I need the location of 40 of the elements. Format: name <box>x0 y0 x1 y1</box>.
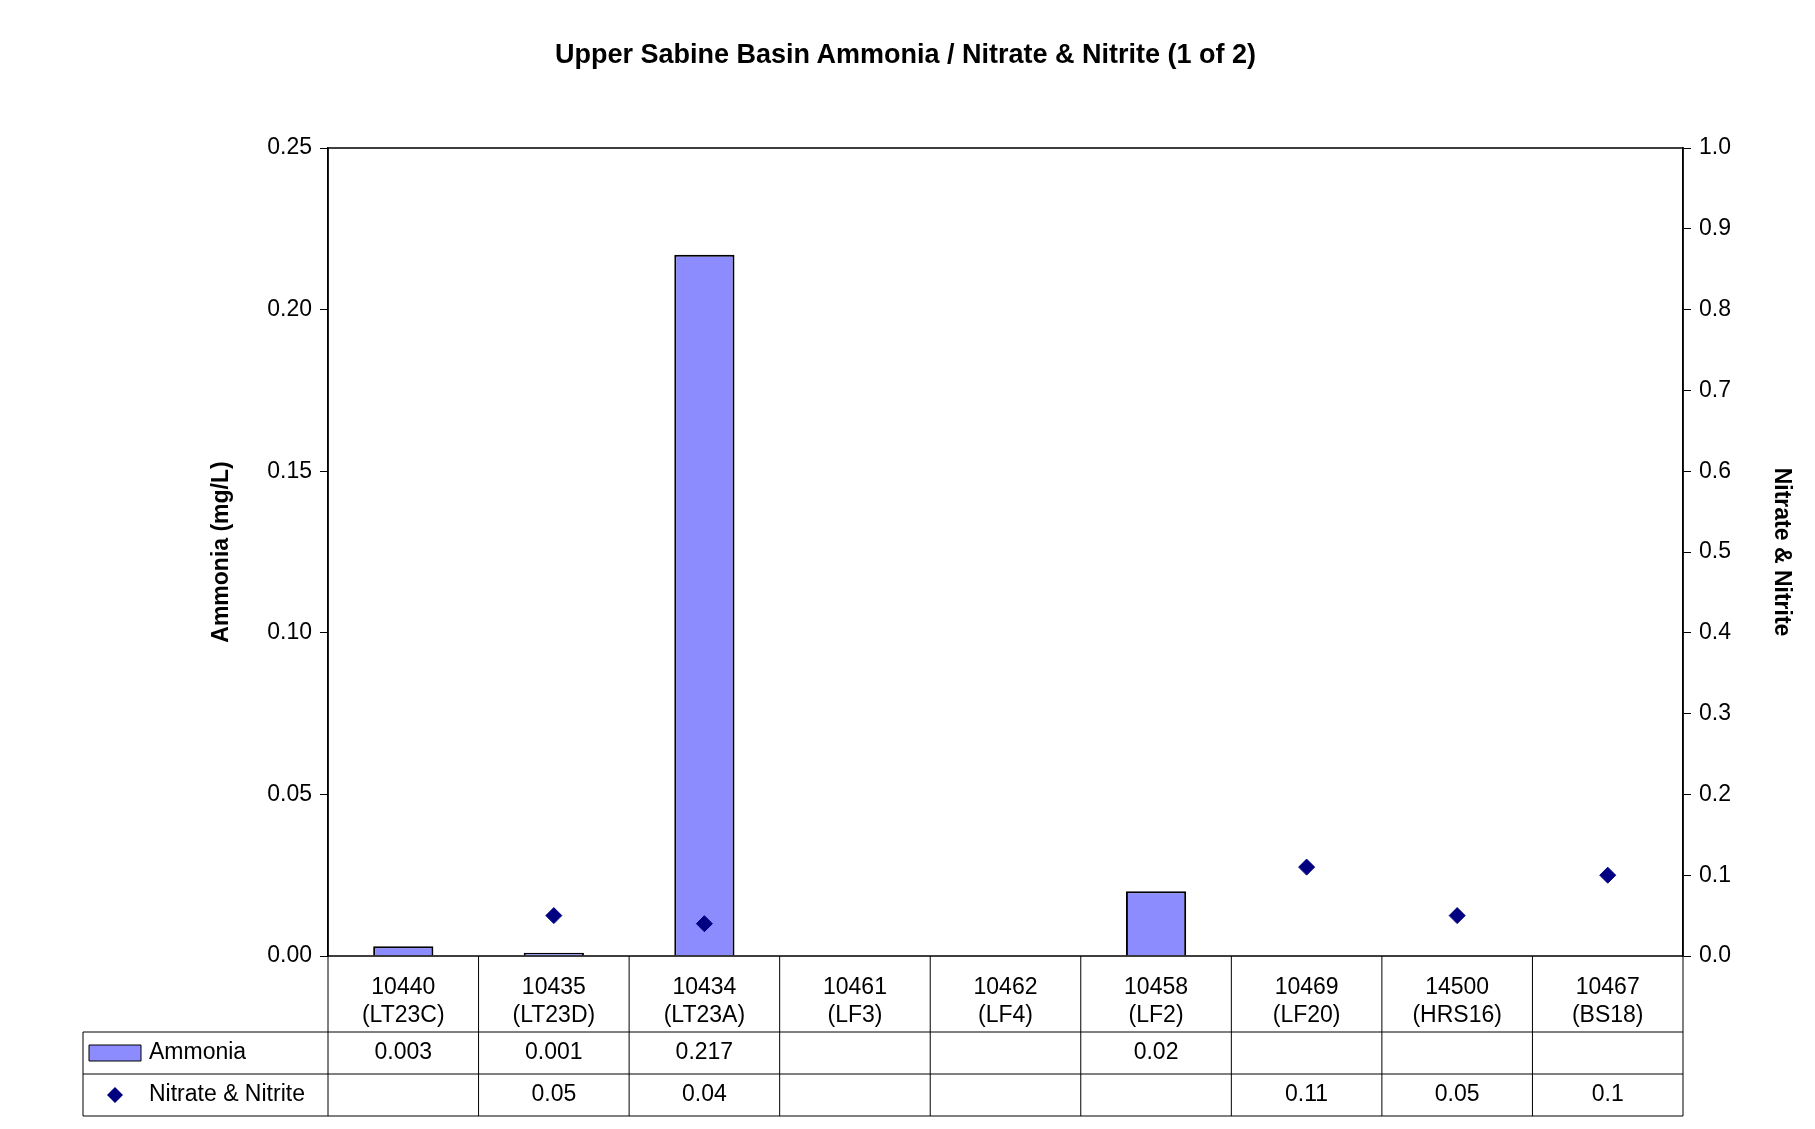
y2-axis-title: Nitrate & Nitrite <box>1769 467 1796 637</box>
y2-tick-label: 0.0 <box>1699 941 1731 968</box>
data-label: 0.003 <box>374 1038 433 1065</box>
y2-tick-label: 0.9 <box>1699 214 1731 241</box>
y-tick-label: 0.25 <box>267 133 312 160</box>
legend-label: Nitrate & Nitrite <box>149 1080 305 1107</box>
data-label: 0.1 <box>1591 1080 1624 1107</box>
data-label: 0.001 <box>525 1038 583 1065</box>
legend-label: Ammonia <box>149 1038 247 1065</box>
y2-tick-label: 0.4 <box>1699 618 1732 645</box>
y-axis-title: Ammonia (mg/L) <box>207 461 234 643</box>
y2-tick-label: 0.5 <box>1699 537 1731 564</box>
data-label: 0.217 <box>675 1038 734 1065</box>
x-tick-label: 10462 (LF4) <box>973 973 1038 1027</box>
data-label: 0.05 <box>531 1080 577 1107</box>
x-tick-label: 10435 (LT23D) <box>512 973 596 1027</box>
y2-tick-label: 0.1 <box>1699 860 1731 887</box>
y2-tick-label: 0.2 <box>1699 779 1731 806</box>
y2-tick-label: 1.0 <box>1699 133 1731 160</box>
chart-title: Upper Sabine Basin Ammonia / Nitrate & Nitrite (1 of 2) <box>554 39 1257 70</box>
y-tick-label: 0.15 <box>267 456 312 483</box>
x-tick-label: 14500 (HRS16) <box>1412 973 1502 1027</box>
x-tick-label: 10458 (LF2) <box>1124 973 1189 1027</box>
y2-tick-label: 0.8 <box>1699 294 1731 321</box>
y-tick-label: 0.05 <box>267 779 312 806</box>
x-tick-label: 10469 (LF20) <box>1272 973 1341 1027</box>
x-tick-label: 10434 (LT23A) <box>663 973 746 1027</box>
data-label: 0.02 <box>1133 1038 1179 1065</box>
y-tick-label: 0.10 <box>267 618 312 645</box>
x-tick-label: 10467 (BS18) <box>1571 973 1644 1027</box>
data-label: 0.11 <box>1285 1080 1329 1107</box>
y2-tick-label: 0.7 <box>1699 375 1731 402</box>
x-tick-label: 10461 (LF3) <box>822 973 887 1027</box>
x-tick-label: 10440 (LT23C) <box>361 973 445 1027</box>
y-tick-label: 0.00 <box>267 941 312 968</box>
data-label: 0.04 <box>682 1080 727 1107</box>
data-label: 0.05 <box>1434 1080 1480 1107</box>
y-tick-label: 0.20 <box>267 294 312 321</box>
y2-tick-label: 0.6 <box>1699 456 1731 483</box>
y2-tick-label: 0.3 <box>1699 698 1731 725</box>
